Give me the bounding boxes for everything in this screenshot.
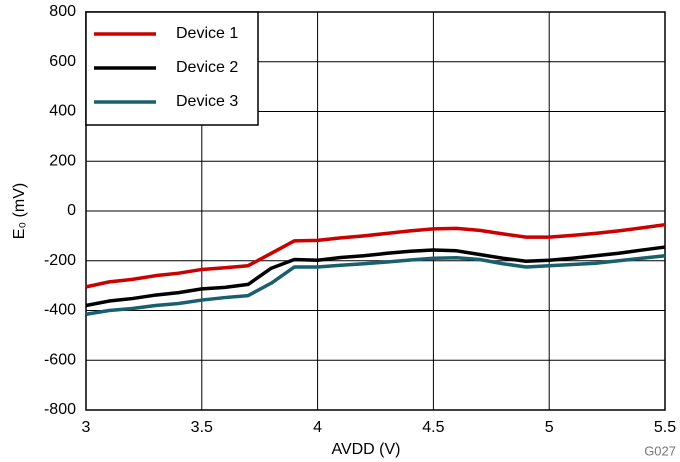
- x-axis-label: AVDD (V): [331, 441, 400, 458]
- y-tick-label: -600: [44, 351, 76, 368]
- y-tick-label: 0: [67, 202, 76, 219]
- legend-label: Device 1: [176, 25, 238, 42]
- y-tick-label: 200: [49, 152, 76, 169]
- footnote: G027: [644, 443, 676, 458]
- data-line: [85, 245, 666, 308]
- data-line: [85, 222, 666, 289]
- legend-label: Device 2: [176, 59, 238, 76]
- x-tick-label: 3.5: [191, 419, 213, 436]
- y-tick-label: -400: [44, 302, 76, 319]
- x-tick-label: 5: [545, 419, 554, 436]
- plot-frame: [85, 11, 666, 411]
- y-tick-label: -800: [44, 401, 76, 418]
- x-tick-label: 4: [313, 419, 322, 436]
- x-tick-label: 4.5: [422, 419, 444, 436]
- x-tick-label: 3: [82, 419, 91, 436]
- y-tick-label: 800: [49, 3, 76, 20]
- data-line: [85, 254, 666, 316]
- x-tick-label: 5.5: [654, 419, 676, 436]
- y-tick-label: 600: [49, 53, 76, 70]
- y-tick-label: -200: [44, 252, 76, 269]
- legend-label: Device 3: [176, 93, 238, 110]
- y-axis-label: E₀ (mV): [11, 183, 28, 239]
- y-tick-label: 400: [49, 103, 76, 120]
